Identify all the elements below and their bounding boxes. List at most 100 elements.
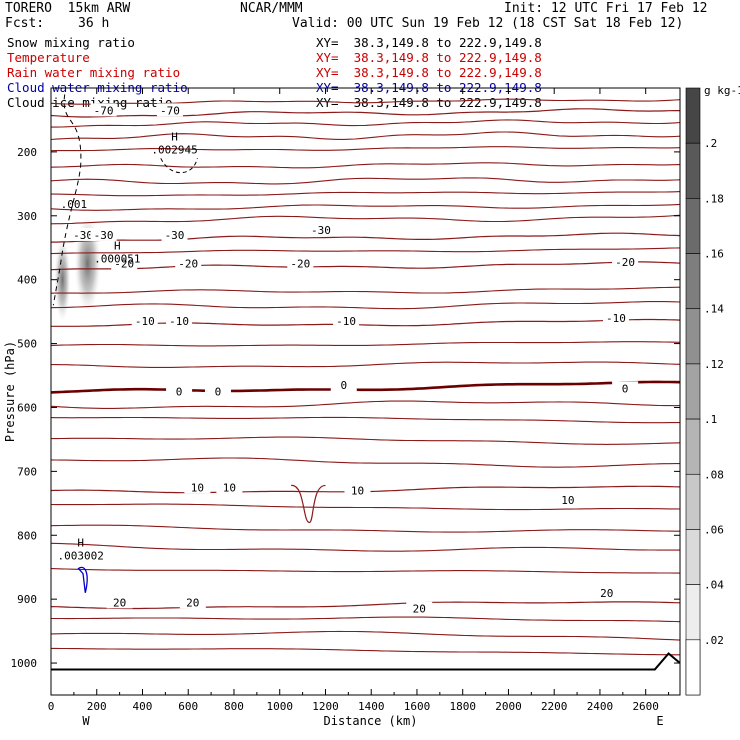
isotherm-line bbox=[51, 542, 680, 552]
isotherm-line bbox=[51, 98, 680, 105]
isotherm-label-bg bbox=[406, 601, 433, 615]
y-tick-label: 300 bbox=[17, 210, 37, 223]
isotherm-label: -10 bbox=[606, 312, 626, 325]
isotherm-line bbox=[51, 341, 680, 347]
valid-time: Valid: 00 UTC Sun 19 Feb 12 (18 CST Sat … bbox=[292, 16, 684, 31]
east-label: E bbox=[656, 714, 663, 728]
colorbar-label: .06 bbox=[704, 523, 724, 536]
colorbar-label: .14 bbox=[704, 303, 724, 316]
colorbar-label: .12 bbox=[704, 358, 724, 371]
isotherm-label: -70 bbox=[94, 104, 114, 117]
isotherm-label: 0 bbox=[176, 386, 183, 399]
isotherm-line bbox=[51, 503, 680, 511]
isotherm-line bbox=[51, 400, 680, 409]
isotherm-label-bg bbox=[156, 103, 183, 117]
y-tick-label: 700 bbox=[17, 465, 37, 478]
extremum-value: .002945 bbox=[151, 144, 197, 157]
x-tick-label: 1600 bbox=[404, 700, 431, 713]
extremum-marker: H bbox=[114, 239, 121, 252]
field-name-cloud-water: Cloud water mixing ratio bbox=[7, 80, 188, 95]
colorbar-cell bbox=[685, 418, 701, 475]
isotherm-label-bg bbox=[602, 311, 629, 325]
x-tick-label: 400 bbox=[133, 700, 153, 713]
isotherm-label-bg bbox=[204, 384, 231, 398]
snow-shade-west bbox=[54, 237, 71, 322]
isotherm-line bbox=[51, 647, 680, 656]
field-name-snow: Snow mixing ratio bbox=[7, 35, 135, 50]
colorbar-cell bbox=[685, 584, 701, 641]
x-tick-label: 2400 bbox=[587, 700, 614, 713]
isotherm-line bbox=[51, 119, 680, 128]
extremum-marker: H bbox=[171, 131, 178, 144]
isotherm-label-bg bbox=[166, 384, 193, 398]
colorbar-label: .16 bbox=[704, 248, 724, 261]
isotherm-label: 10 bbox=[191, 481, 204, 494]
y-tick-label: 400 bbox=[17, 274, 37, 287]
colorbar-label: .18 bbox=[704, 192, 724, 205]
colorbar-cell bbox=[685, 473, 701, 530]
isotherm-label: 10 bbox=[223, 481, 236, 494]
isotherm-label-bg bbox=[175, 256, 202, 270]
isotherm-line bbox=[51, 524, 680, 533]
extremum-value: .000051 bbox=[94, 252, 140, 265]
isotherm-line bbox=[51, 191, 680, 197]
isotherm-line bbox=[51, 457, 680, 468]
y-tick-label: 800 bbox=[17, 529, 37, 542]
center-title: NCAR/MMM bbox=[240, 1, 303, 16]
isotherm-label: -70 bbox=[160, 104, 180, 117]
isotherm-label: 0 bbox=[215, 386, 222, 399]
plot-frame bbox=[50, 87, 681, 696]
isotherm-line bbox=[51, 616, 680, 623]
isotherm-label-bg bbox=[344, 483, 371, 497]
colorbar-cell bbox=[685, 529, 701, 585]
field-name-temperature: Temperature bbox=[7, 50, 90, 65]
isotherm-label-bg bbox=[184, 480, 211, 494]
isotherm-label-bg bbox=[161, 227, 188, 241]
extremum-value: .001 bbox=[61, 198, 88, 211]
isotherm-line bbox=[51, 361, 680, 368]
colorbar-cell bbox=[685, 142, 701, 199]
colorbar-label: .04 bbox=[704, 579, 724, 592]
x-tick-label: 2600 bbox=[632, 700, 659, 713]
isotherm-label: -20 bbox=[290, 258, 310, 271]
isotherm-label: 20 bbox=[413, 603, 426, 616]
isotherm--20 bbox=[51, 261, 680, 271]
isotherm-label: -30 bbox=[165, 229, 185, 242]
cloud-ice-contour bbox=[52, 94, 82, 306]
colorbar-cell bbox=[685, 87, 701, 144]
extremum-marker: H bbox=[77, 536, 84, 549]
x-tick-label: 600 bbox=[178, 700, 198, 713]
field-name-rain: Rain water mixing ratio bbox=[7, 65, 181, 80]
isotherm-line bbox=[51, 247, 680, 255]
isotherm-label-bg bbox=[554, 493, 581, 507]
colorbar-cell bbox=[685, 253, 701, 310]
init-time: Init: 12 UTC Fri 17 Feb 12 bbox=[504, 1, 708, 16]
isotherm-label: 0 bbox=[622, 382, 629, 395]
isotherm--30 bbox=[51, 232, 680, 243]
x-tick-label: 0 bbox=[48, 700, 55, 713]
isotherm-line bbox=[51, 436, 680, 445]
isotherm-label-bg bbox=[90, 227, 117, 241]
isotherm-label: -10 bbox=[135, 315, 155, 328]
isotherm-label: -20 bbox=[114, 258, 134, 271]
colorbar-cell bbox=[685, 308, 701, 365]
isotherm-label-bg bbox=[131, 314, 158, 328]
x-tick-label: 2000 bbox=[495, 700, 522, 713]
field-xy-rain: XY= 38.3,149.8 to 222.9,149.8 bbox=[316, 65, 542, 80]
surface-line bbox=[51, 652, 680, 671]
colorbar-label: .02 bbox=[704, 634, 724, 647]
x-tick-label: 1000 bbox=[266, 700, 293, 713]
isotherm-label-bg bbox=[216, 480, 243, 494]
isotherm-line bbox=[51, 568, 680, 574]
x-tick-label: 2200 bbox=[541, 700, 568, 713]
isotherm-label: 20 bbox=[113, 596, 126, 609]
isotherm-line bbox=[51, 416, 680, 424]
x-tick-label: 1200 bbox=[312, 700, 339, 713]
y-tick-label: 600 bbox=[17, 401, 37, 414]
colorbar-unit: g kg-1 bbox=[704, 84, 740, 97]
isotherm-label-bg bbox=[593, 585, 620, 599]
isotherm-line bbox=[51, 630, 680, 641]
west-label: W bbox=[82, 714, 90, 728]
